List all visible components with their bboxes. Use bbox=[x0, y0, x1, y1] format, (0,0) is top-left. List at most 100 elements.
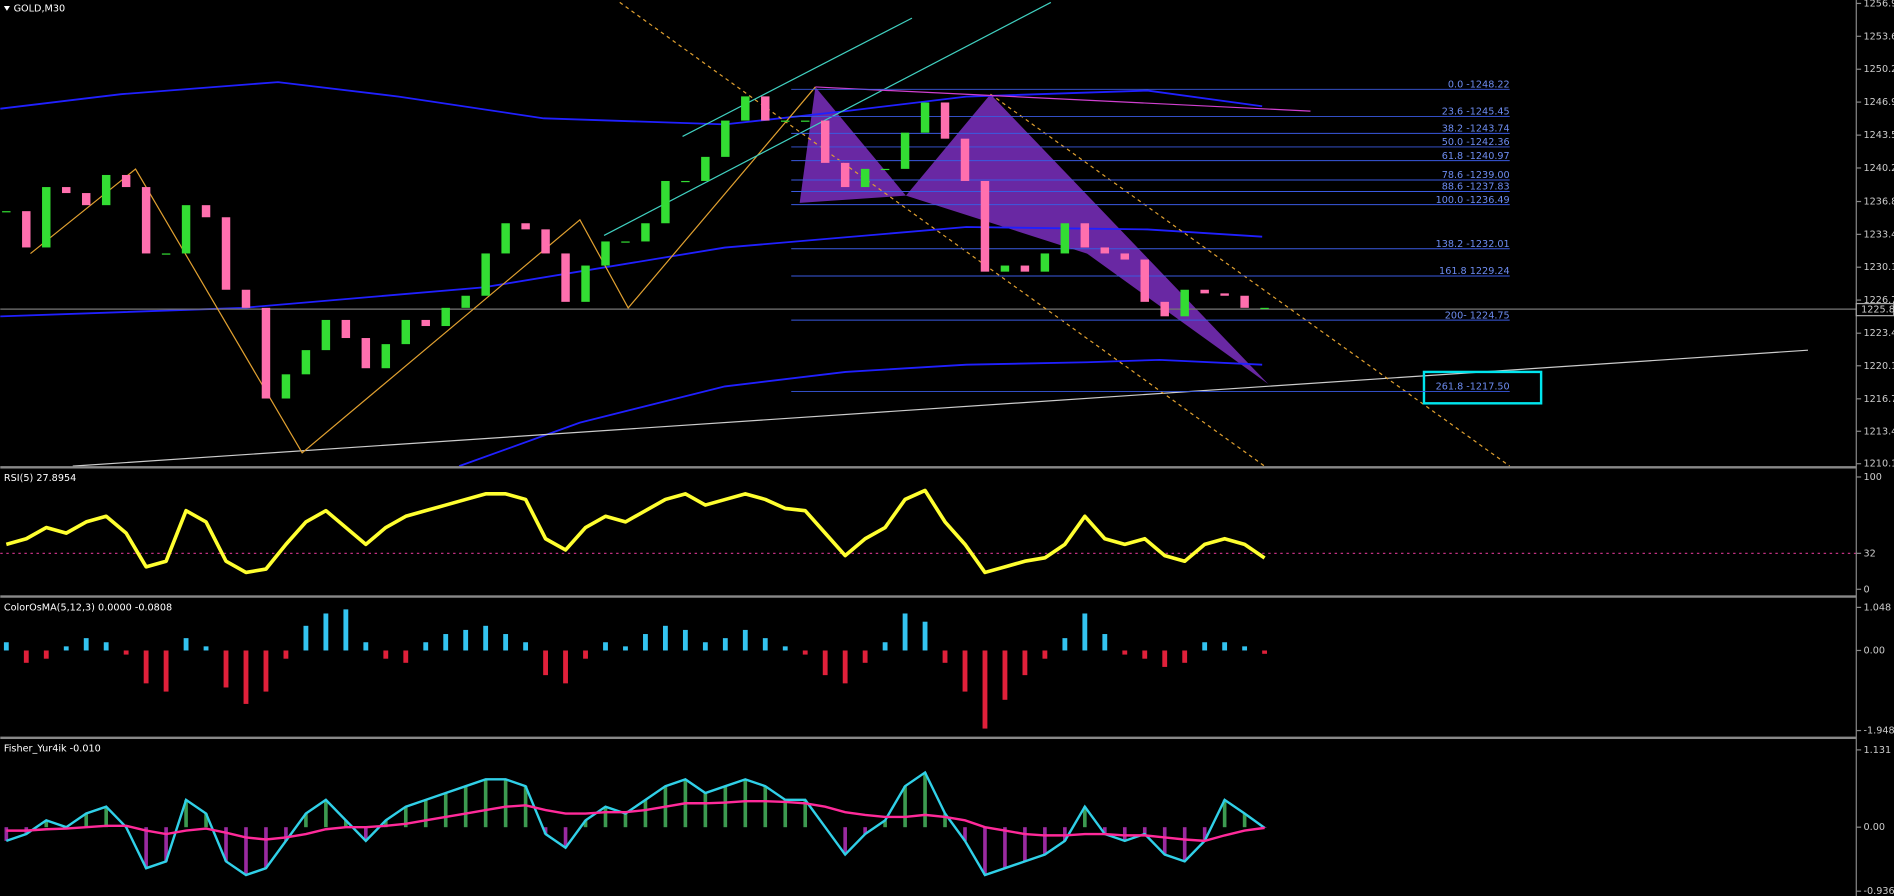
candle bbox=[42, 187, 51, 248]
fisher-bar bbox=[983, 827, 987, 876]
osma-bar bbox=[1222, 642, 1228, 651]
tick-label: 1220.11 bbox=[1864, 361, 1894, 372]
tick-label: 1226.79 bbox=[1864, 295, 1894, 306]
rsi-title: RSI(5) 27.8954 bbox=[4, 473, 76, 484]
fisher-bar bbox=[1023, 827, 1027, 862]
osma-bar bbox=[1082, 613, 1088, 651]
fib-label: 161.8 1229.24 bbox=[1439, 266, 1510, 277]
fisher-bar bbox=[1222, 799, 1227, 828]
fisher-bar bbox=[1202, 827, 1207, 841]
fisher-bar bbox=[264, 827, 268, 869]
osma-bar bbox=[223, 650, 229, 688]
tick-label: 1210.15 bbox=[1864, 459, 1894, 470]
menu-arrow[interactable] bbox=[3, 6, 10, 11]
candle bbox=[121, 174, 131, 188]
fisher-bar bbox=[1162, 827, 1167, 855]
candle bbox=[721, 120, 730, 157]
separator bbox=[0, 466, 1857, 469]
candle bbox=[1160, 301, 1169, 317]
fisher-bar bbox=[483, 779, 488, 828]
fisher-bar bbox=[1122, 827, 1127, 841]
osma-bar bbox=[1182, 650, 1188, 663]
fisher-bar bbox=[563, 827, 568, 848]
osma-bar bbox=[802, 650, 808, 655]
fisher-bar bbox=[463, 786, 468, 828]
candle bbox=[781, 120, 790, 122]
osma-bar bbox=[43, 650, 49, 659]
fisher-bar bbox=[224, 827, 228, 862]
osma-title: ColorOsMA(5,12,3) 0.0000 -0.0808 bbox=[4, 602, 172, 613]
candle bbox=[81, 193, 91, 206]
candle bbox=[161, 253, 171, 255]
fan-2 bbox=[603, 1, 1052, 237]
osma-bar bbox=[762, 638, 768, 651]
candle bbox=[321, 319, 331, 351]
osma-bar bbox=[1262, 650, 1267, 654]
fisher-bar bbox=[583, 820, 588, 828]
fisher-bar bbox=[903, 786, 907, 828]
candle bbox=[701, 156, 710, 181]
fib-label: 38.2 -1243.74 bbox=[1442, 124, 1510, 135]
candle bbox=[621, 241, 630, 243]
osma-bar bbox=[1022, 650, 1028, 676]
candle bbox=[1220, 293, 1229, 296]
osma-bar bbox=[1162, 650, 1168, 667]
fisher-bar bbox=[423, 799, 428, 828]
fisher-bar bbox=[144, 827, 148, 869]
osma-bar bbox=[982, 650, 988, 729]
fisher-bar bbox=[1142, 827, 1147, 835]
fisher-bar bbox=[344, 820, 348, 828]
fisher-bar bbox=[364, 827, 368, 841]
osma-bar bbox=[443, 634, 449, 651]
candle bbox=[441, 307, 450, 327]
envelope-upper bbox=[0, 81, 1263, 126]
osma-bar bbox=[1142, 650, 1148, 659]
tick-label: 32 bbox=[1864, 548, 1876, 559]
candle bbox=[421, 319, 430, 327]
rsi-line bbox=[5, 488, 1266, 575]
candle bbox=[1000, 265, 1010, 272]
osma-bar bbox=[63, 646, 69, 651]
osma-bar bbox=[1122, 650, 1128, 655]
osma-bar bbox=[922, 621, 928, 651]
pattern-left bbox=[799, 86, 906, 203]
signal-line bbox=[6, 800, 1265, 843]
tick-label: 100 bbox=[1864, 472, 1882, 483]
candle bbox=[181, 205, 191, 254]
candle bbox=[1080, 223, 1090, 248]
osma-bar bbox=[463, 629, 469, 651]
channel-1 bbox=[619, 1, 1265, 467]
candle bbox=[1140, 259, 1149, 302]
candle bbox=[461, 295, 470, 308]
osma-bar bbox=[343, 609, 349, 651]
osma-bar bbox=[1242, 646, 1248, 651]
candle bbox=[601, 241, 610, 266]
osma-bar bbox=[583, 650, 588, 659]
fisher-bar bbox=[383, 820, 388, 828]
candle bbox=[681, 180, 690, 183]
tick-label: 0.00 bbox=[1864, 822, 1886, 833]
candle bbox=[960, 138, 970, 181]
candle bbox=[241, 289, 251, 308]
fib-label: 0.0 -1248.22 bbox=[1448, 79, 1510, 90]
fib-label: 78.6 -1239.00 bbox=[1442, 170, 1510, 181]
osma-bar bbox=[263, 650, 269, 692]
fisher-bar bbox=[1102, 827, 1107, 835]
osma-bar bbox=[423, 642, 429, 651]
fib-label: 261.8 -1217.50 bbox=[1436, 382, 1510, 393]
fisher-bar bbox=[883, 820, 887, 828]
fisher-bar bbox=[923, 772, 927, 828]
candle bbox=[641, 223, 650, 242]
osma-bar bbox=[942, 650, 948, 663]
zigzag bbox=[30, 86, 816, 454]
fisher-bar bbox=[324, 799, 328, 828]
fan-1 bbox=[682, 17, 913, 137]
osma-bar bbox=[503, 634, 509, 651]
tick-label: -0.936 bbox=[1864, 886, 1894, 896]
fisher-bar bbox=[783, 799, 788, 828]
osma-bar bbox=[83, 638, 89, 651]
tick-label: 1236.81 bbox=[1864, 197, 1894, 208]
tick-label: 1.131 bbox=[1864, 745, 1892, 756]
